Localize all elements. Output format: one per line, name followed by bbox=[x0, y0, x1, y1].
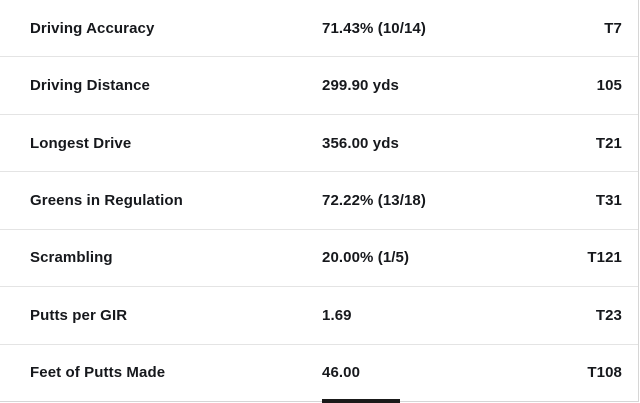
stat-rank: T108 bbox=[587, 364, 622, 382]
stat-rank: T23 bbox=[595, 306, 622, 324]
stat-row: Greens in Regulation 72.22% (13/18) T31 bbox=[0, 172, 638, 230]
partial-bottom-bar bbox=[322, 399, 400, 403]
stat-label: Greens in Regulation bbox=[30, 191, 183, 209]
stat-label: Scrambling bbox=[30, 249, 113, 267]
stat-value: 356.00 yds bbox=[322, 134, 399, 152]
stat-rank: T31 bbox=[595, 191, 622, 209]
stat-row: Driving Accuracy 71.43% (10/14) T7 bbox=[0, 0, 638, 58]
stat-rank: 105 bbox=[596, 77, 622, 95]
stat-value: 20.00% (1/5) bbox=[322, 249, 410, 267]
stat-value: 299.90 yds bbox=[322, 77, 399, 95]
stat-rank: T7 bbox=[604, 19, 622, 37]
stat-label: Driving Distance bbox=[30, 77, 150, 95]
stat-label: Longest Drive bbox=[30, 134, 132, 152]
stat-row: Putts per GIR 1.69 T23 bbox=[0, 287, 638, 345]
stat-rank: T21 bbox=[595, 134, 622, 152]
stat-value: 72.22% (13/18) bbox=[322, 191, 426, 209]
stat-row: Scrambling 20.00% (1/5) T121 bbox=[0, 230, 638, 288]
stat-value: 46.00 bbox=[322, 364, 361, 382]
stat-rank: T121 bbox=[587, 249, 622, 267]
stat-value: 71.43% (10/14) bbox=[322, 19, 426, 37]
stat-label: Feet of Putts Made bbox=[30, 364, 166, 382]
stat-label: Putts per GIR bbox=[30, 306, 128, 324]
stat-label: Driving Accuracy bbox=[30, 19, 155, 37]
stat-row: Feet of Putts Made 46.00 T108 bbox=[0, 345, 638, 401]
stat-value: 1.69 bbox=[322, 306, 352, 324]
stat-row: Longest Drive 356.00 yds T21 bbox=[0, 115, 638, 173]
stat-row: Driving Distance 299.90 yds 105 bbox=[0, 57, 638, 115]
